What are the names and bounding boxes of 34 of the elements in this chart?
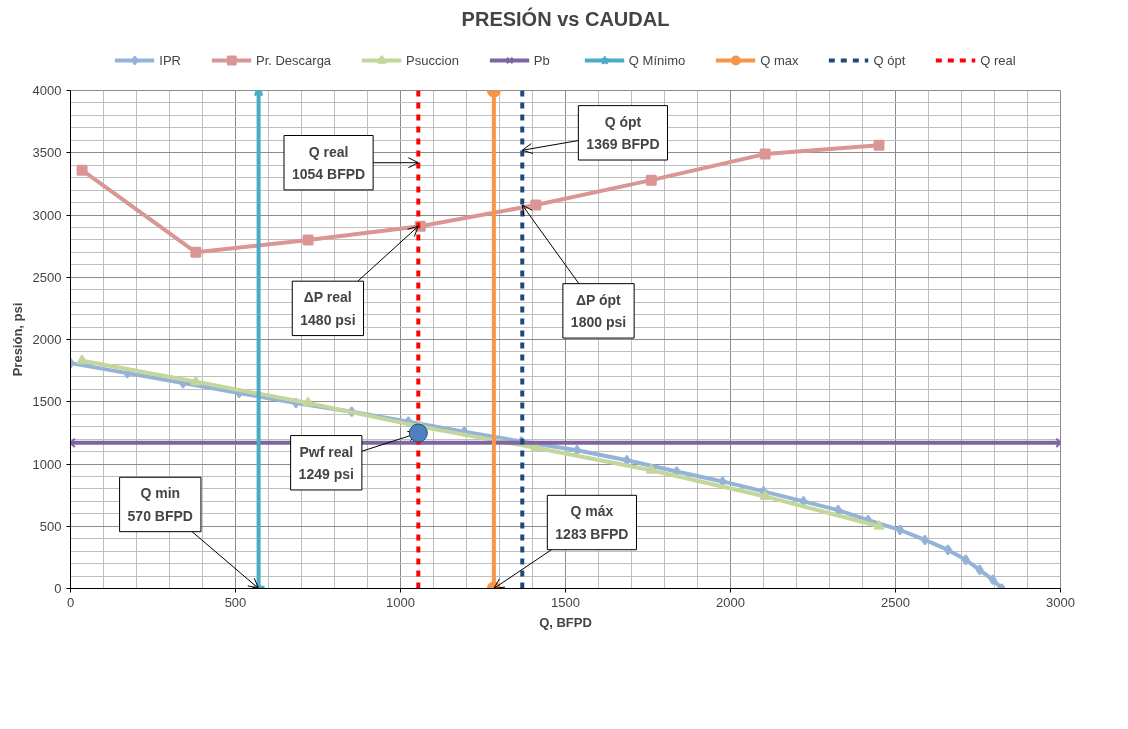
y-tick-label: 2000 bbox=[32, 332, 62, 347]
legend-label: Pr. Descarga bbox=[255, 52, 332, 68]
y-tick-label: 500 bbox=[39, 518, 62, 534]
x-tick-label: 2000 bbox=[716, 594, 745, 610]
legend-label: Q real bbox=[980, 52, 1016, 68]
legend-label: IPR bbox=[159, 52, 181, 68]
annotation: Q ópt 1369 BFPD bbox=[586, 113, 660, 153]
annotation: Q min 570 BFPD bbox=[127, 485, 193, 524]
x-tick-label: 1500 bbox=[551, 594, 580, 610]
legend-label: Q ópt bbox=[873, 52, 906, 68]
annotation: Q real 1054 BFPD bbox=[291, 143, 366, 182]
annotation: Q máx 1283 BFPD bbox=[555, 503, 629, 542]
x-tick-label: 3000 bbox=[1046, 594, 1075, 610]
y-tick-label: 3500 bbox=[32, 145, 62, 161]
y-tick-label: 4000 bbox=[32, 83, 62, 98]
y-tick-label: 1500 bbox=[32, 394, 62, 410]
x-axis-title: Q, BFPD bbox=[539, 614, 592, 630]
chart-title: PRESIÓN vs CAUDAL bbox=[461, 6, 670, 30]
y-tick-label: 0 bbox=[54, 581, 62, 596]
legend-label: Psuccion bbox=[406, 52, 459, 68]
annotation: ΔP real 1480 psi bbox=[300, 289, 356, 328]
y-tick-label: 2500 bbox=[32, 269, 62, 285]
y-tick-label: 3000 bbox=[32, 207, 62, 223]
annotation: ΔP ópt 1800 psi bbox=[570, 291, 627, 331]
legend-label: Pb bbox=[533, 52, 551, 68]
legend-label: Q Mínimo bbox=[628, 52, 686, 68]
x-tick-label: 0 bbox=[66, 594, 75, 610]
y-axis-title: Presión, psi bbox=[9, 302, 25, 377]
x-tick-label: 2500 bbox=[881, 594, 910, 610]
y-tick-label: 1000 bbox=[32, 456, 62, 472]
x-tick-label: 500 bbox=[224, 594, 247, 610]
annotation: Pwf real 1249 psi bbox=[298, 443, 354, 482]
x-tick-label: 1000 bbox=[386, 594, 415, 610]
legend-label: Q max bbox=[760, 52, 799, 68]
